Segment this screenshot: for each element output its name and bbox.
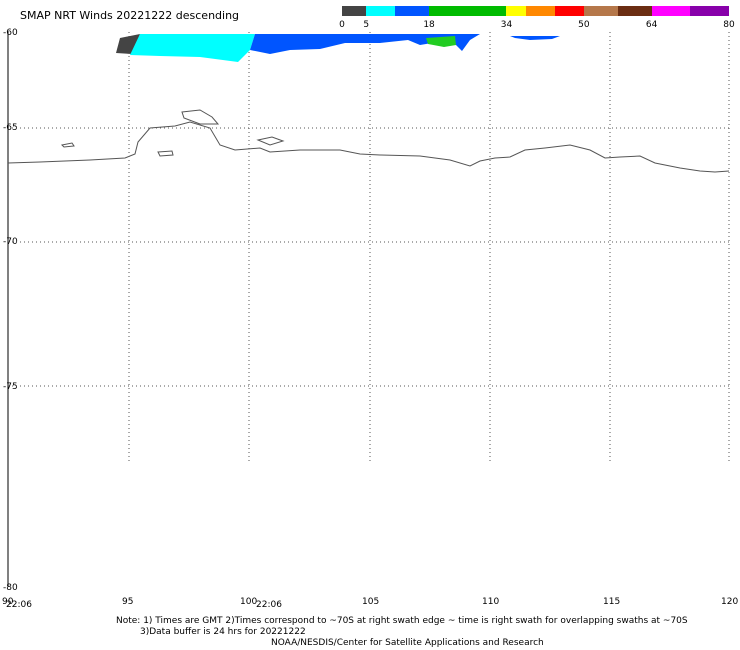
colorbar-label: 0 [339,20,345,30]
note-line-1: Note: 1) Times are GMT 2)Times correspon… [116,616,688,626]
grid-lines [8,32,730,464]
coastline [7,109,730,173]
coastline-island-2 [60,142,75,148]
colorbar-label: 50 [578,20,590,30]
lat-tick-75: -75 [3,382,18,392]
colorbar-segment [690,6,729,16]
swath-blue-region [250,34,480,54]
note-line-2: 3)Data buffer is 24 hrs for 20221222 [140,627,306,637]
colorbar-segment [554,6,584,16]
colorbar-segment [342,6,367,16]
colorbar-segment [651,6,691,16]
lon-tick-90: 90 [2,597,14,607]
lon-tick-105: 105 [362,597,379,607]
swath-blue-fragment [510,36,560,40]
coastline-island-3 [157,150,174,157]
colorbar-segment [366,6,396,16]
lon-tick-120: 120 [721,597,738,607]
lat-tick-80: -80 [3,583,18,593]
colorbar-segment [506,6,526,16]
lat-tick-70: -70 [3,237,18,247]
wind-speed-colorbar [342,6,729,16]
swath-cyan-region [130,34,255,62]
swath-green-region [426,36,456,47]
colorbar-segment [583,6,618,16]
lon-tick-110: 110 [482,597,499,607]
lat-tick-65: -65 [3,123,18,133]
colorbar-label: 80 [723,20,735,30]
swath-time-label: 22:06 [256,600,282,610]
lon-tick-95: 95 [122,597,133,607]
map-title: SMAP NRT Winds 20221222 descending [20,9,240,22]
colorbar-label: 5 [363,20,370,30]
lon-tick-115: 115 [603,597,620,607]
swath-time-label: 22:06 [6,600,32,610]
lat-tick-60: -60 [3,28,18,38]
coastline-main [7,121,730,173]
colorbar-label: 18 [423,20,435,30]
colorbar-segment [617,6,652,16]
coastline-island-4 [256,136,285,146]
colorbar-segment [429,6,507,16]
lon-tick-100: 100 [240,597,257,607]
colorbar-label: 34 [500,20,513,30]
coastline-island-1 [181,109,220,125]
colorbar-segment [395,6,430,16]
wind-swath [116,34,560,62]
credit-line: NOAA/NESDIS/Center for Satellite Applica… [271,638,544,648]
colorbar-segment [525,6,555,16]
colorbar-label: 64 [645,20,658,30]
